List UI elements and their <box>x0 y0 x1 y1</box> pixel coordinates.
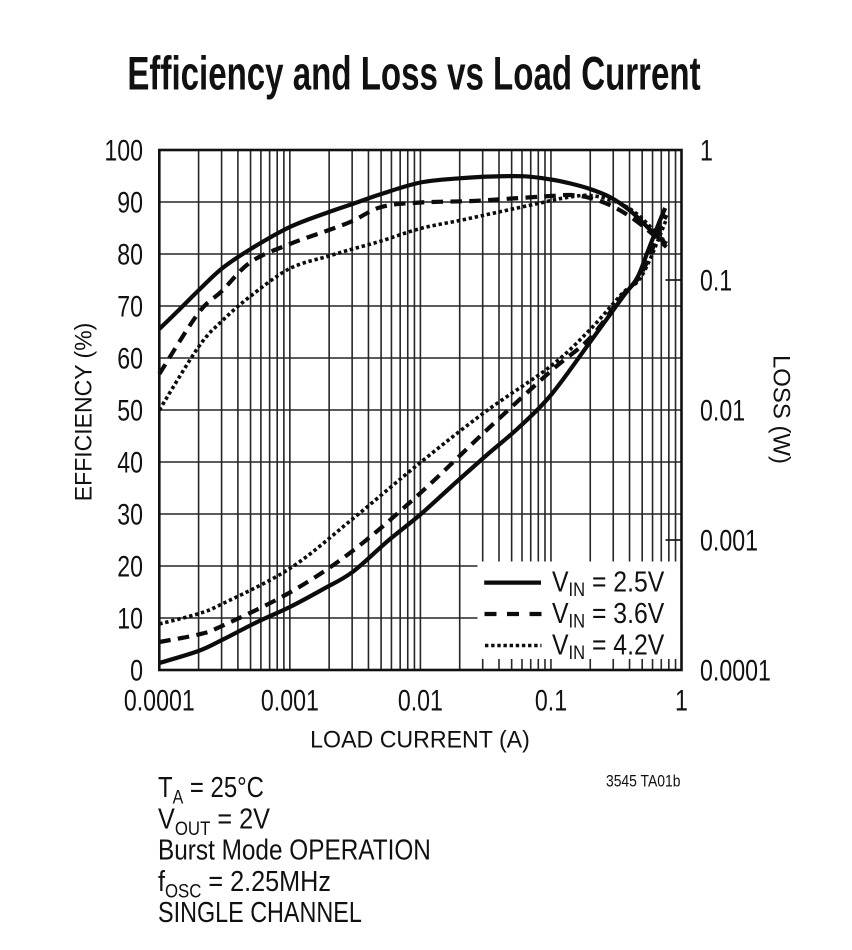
svg-text:0.001: 0.001 <box>261 684 319 717</box>
svg-text:80: 80 <box>117 238 143 271</box>
svg-text:V: V <box>552 629 569 661</box>
svg-text:50: 50 <box>117 394 143 427</box>
svg-text:0.01: 0.01 <box>398 684 443 717</box>
svg-text:3545 TA01b: 3545 TA01b <box>606 772 681 790</box>
svg-text:= 2.25MHz: = 2.25MHz <box>201 865 331 897</box>
svg-text:90: 90 <box>117 186 143 219</box>
svg-text:60: 60 <box>117 342 143 375</box>
svg-text:EFFICIENCY (%): EFFICIENCY (%) <box>71 323 98 502</box>
svg-text:IN: IN <box>569 642 586 663</box>
svg-text:SINGLE CHANNEL: SINGLE CHANNEL <box>158 896 362 929</box>
svg-text:0.1: 0.1 <box>700 264 732 297</box>
svg-text:= 2V: = 2V <box>210 803 270 835</box>
svg-text:70: 70 <box>117 290 143 323</box>
svg-text:V: V <box>552 566 569 598</box>
svg-text:A: A <box>173 786 184 808</box>
svg-text:10: 10 <box>117 602 143 635</box>
svg-text:LOSS (W): LOSS (W) <box>767 355 794 464</box>
svg-text:= 2.5V: = 2.5V <box>585 566 664 598</box>
svg-text:IN: IN <box>569 610 586 631</box>
svg-text:40: 40 <box>117 446 143 479</box>
svg-text:0.0001: 0.0001 <box>700 654 771 687</box>
svg-text:V: V <box>552 597 569 629</box>
svg-text:100: 100 <box>104 134 143 167</box>
svg-text:0: 0 <box>130 654 143 687</box>
svg-text:0.0001: 0.0001 <box>124 684 195 717</box>
svg-text:Efficiency and Loss vs Load Cu: Efficiency and Loss vs Load Current <box>127 47 701 100</box>
svg-text:0.001: 0.001 <box>700 524 758 557</box>
svg-text:f: f <box>158 865 165 897</box>
svg-text:OSC: OSC <box>165 880 201 901</box>
svg-text:0.1: 0.1 <box>535 684 567 717</box>
svg-text:IN: IN <box>569 579 586 600</box>
svg-text:1: 1 <box>675 684 688 717</box>
svg-text:V: V <box>158 803 175 835</box>
svg-text:0.01: 0.01 <box>700 394 745 427</box>
svg-text:T: T <box>158 771 173 803</box>
svg-text:30: 30 <box>117 498 143 531</box>
svg-text:= 25°C: = 25°C <box>183 771 264 803</box>
svg-text:= 3.6V: = 3.6V <box>585 597 664 629</box>
svg-text:LOAD CURRENT (A): LOAD CURRENT (A) <box>310 727 530 754</box>
svg-text:20: 20 <box>117 550 143 583</box>
svg-text:OUT: OUT <box>175 818 211 839</box>
svg-text:= 4.2V: = 4.2V <box>585 629 664 661</box>
svg-text:1: 1 <box>700 134 713 167</box>
svg-text:Burst Mode OPERATION: Burst Mode OPERATION <box>158 834 431 866</box>
